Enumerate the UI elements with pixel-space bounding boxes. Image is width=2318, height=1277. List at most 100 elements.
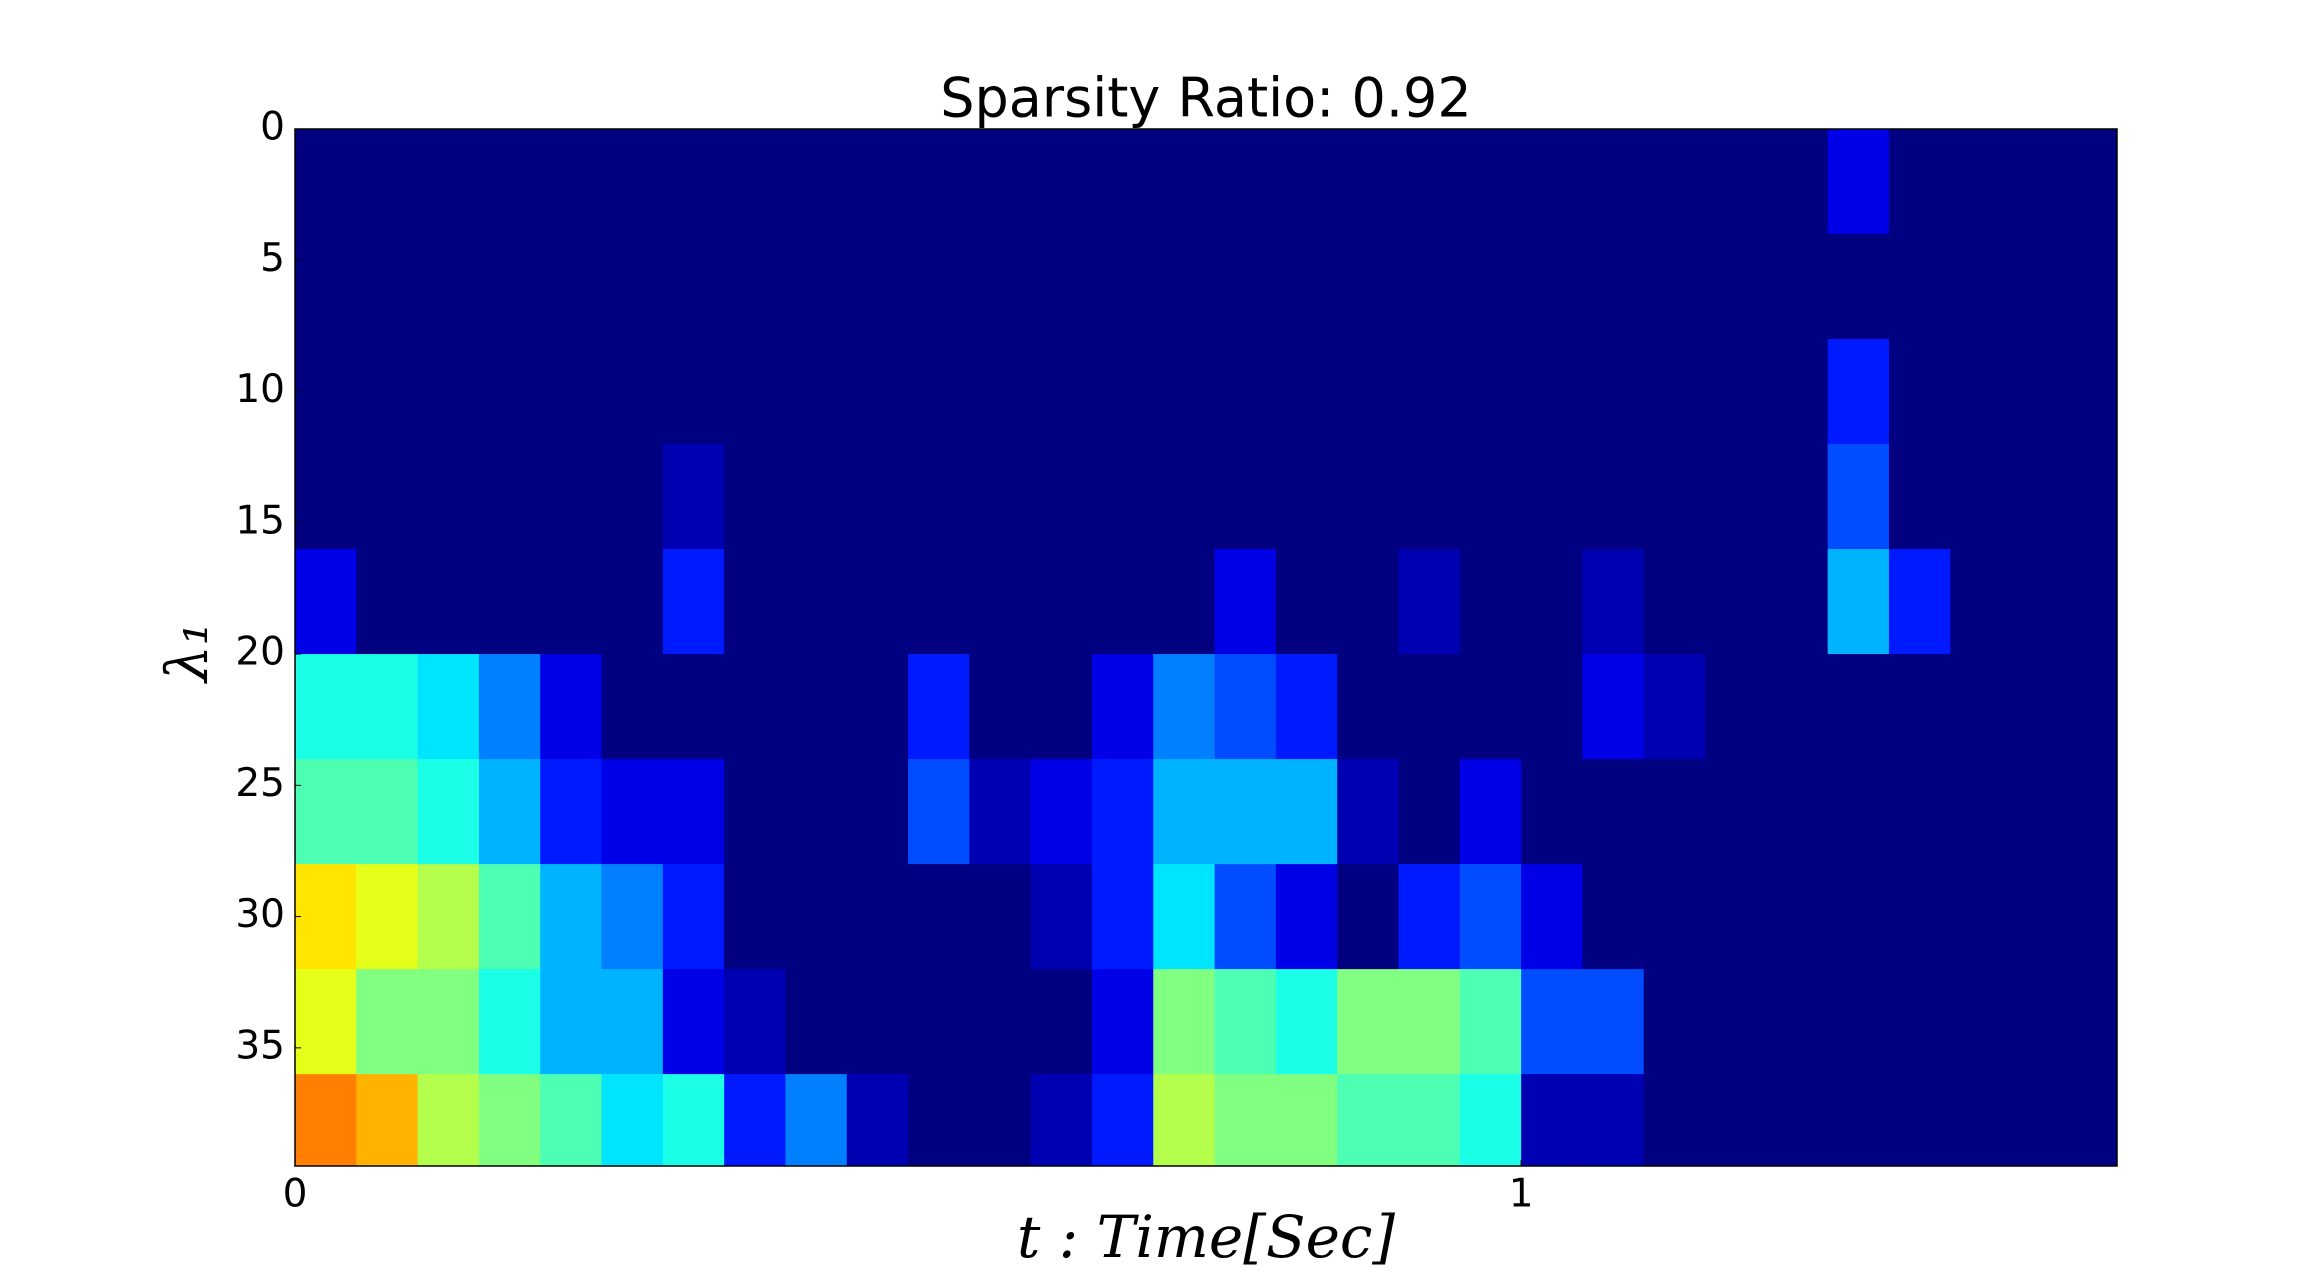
heatmap-cell: [662, 969, 725, 1075]
heatmap-cell: [1582, 759, 1645, 865]
heatmap-cell: [356, 129, 419, 235]
heatmap-cell: [1705, 234, 1767, 340]
heatmap-cell: [1030, 339, 1093, 445]
heatmap-cell: [908, 444, 970, 550]
heatmap-cell: [1275, 969, 1338, 1075]
heatmap-cell: [662, 444, 725, 550]
heatmap-cell: [1153, 969, 1216, 1075]
heatmap-cell: [1643, 654, 1706, 760]
heatmap-cell: [1521, 549, 1583, 655]
heatmap-cell: [295, 1074, 357, 1167]
heatmap-cell: [1337, 1074, 1399, 1167]
heatmap-cell: [969, 759, 1032, 865]
heatmap-cell: [2072, 654, 2118, 760]
heatmap-cell: [662, 1074, 725, 1167]
heatmap-cell: [1153, 759, 1216, 865]
heatmap-cell: [1214, 339, 1277, 445]
heatmap-cell: [356, 444, 419, 550]
heatmap-cell: [295, 234, 357, 340]
heatmap-cell: [540, 129, 603, 235]
heatmap-cell: [1398, 1074, 1461, 1167]
heatmap-cell: [1153, 234, 1216, 340]
heatmap-cell: [846, 1074, 909, 1167]
heatmap-cell: [1521, 654, 1583, 760]
heatmap-cell: [724, 864, 786, 970]
heatmap-cell: [785, 129, 848, 235]
heatmap-cell: [417, 339, 480, 445]
heatmap-cell: [785, 1074, 848, 1167]
heatmap-cell: [601, 1074, 664, 1167]
heatmap-cell: [785, 549, 848, 655]
heatmap-cell: [1398, 969, 1461, 1075]
heatmap-cell: [1459, 1074, 1522, 1167]
heatmap-cell: [1888, 654, 1951, 760]
heatmap-cell: [1398, 654, 1461, 760]
heatmap-cell: [908, 129, 970, 235]
heatmap-cell: [2011, 969, 2074, 1075]
heatmap-cell: [1827, 864, 1890, 970]
heatmap-cell: [1275, 759, 1338, 865]
heatmap-cell: [1214, 549, 1277, 655]
heatmap-cell: [356, 234, 419, 340]
heatmap-cell: [1705, 339, 1767, 445]
y-tick-label: 30: [235, 892, 285, 937]
heatmap-cell: [908, 549, 970, 655]
heatmap-cell: [1153, 129, 1216, 235]
heatmap-cell: [1091, 759, 1154, 865]
heatmap-cell: [1153, 549, 1216, 655]
heatmap-cell: [1091, 444, 1154, 550]
heatmap-cell: [1275, 549, 1338, 655]
heatmap-cell: [1950, 969, 2013, 1075]
heatmap-cell: [540, 549, 603, 655]
heatmap-cell: [1766, 759, 1829, 865]
heatmap-cell: [295, 339, 357, 445]
heatmap-cell: [724, 549, 786, 655]
heatmap-cell: [1643, 1074, 1706, 1167]
heatmap-cell: [908, 234, 970, 340]
heatmap-cell: [1643, 339, 1706, 445]
heatmap-cell: [1888, 549, 1951, 655]
heatmap-cell: [1950, 339, 2013, 445]
heatmap-cell: [295, 864, 357, 970]
heatmap-cell: [1091, 549, 1154, 655]
heatmap-cell: [601, 339, 664, 445]
heatmap-cell: [1337, 864, 1399, 970]
heatmap-cell: [908, 654, 970, 760]
heatmap-cell: [478, 339, 541, 445]
chart-title: Sparsity Ratio: 0.92: [940, 67, 1472, 130]
heatmap-cell: [1337, 549, 1399, 655]
heatmap-cell: [601, 654, 664, 760]
heatmap-cell: [356, 969, 419, 1075]
heatmap-cell: [295, 129, 357, 235]
heatmap-cell: [1030, 234, 1093, 340]
heatmap-cell: [1030, 864, 1093, 970]
heatmap-cell: [1766, 444, 1829, 550]
heatmap-cell: [1766, 654, 1829, 760]
heatmap-cell: [969, 549, 1032, 655]
heatmap-cell: [1214, 1074, 1277, 1167]
heatmap-cell: [724, 339, 786, 445]
heatmap-cell: [969, 444, 1032, 550]
heatmap-cell: [1582, 864, 1645, 970]
heatmap-cell: [1214, 654, 1277, 760]
heatmap-cell: [1827, 129, 1890, 235]
heatmap-cell: [1827, 1074, 1890, 1167]
heatmap-cell: [1214, 129, 1277, 235]
heatmap-cell: [662, 234, 725, 340]
heatmap-cell: [1459, 339, 1522, 445]
heatmap-cell: [1582, 444, 1645, 550]
heatmap-cell: [1337, 759, 1399, 865]
y-tick-label: 20: [235, 630, 285, 675]
heatmap-cell: [662, 654, 725, 760]
heatmap-cell: [2011, 1074, 2074, 1167]
heatmap-cell: [785, 339, 848, 445]
heatmap-cell: [1459, 864, 1522, 970]
heatmap-cell: [1153, 339, 1216, 445]
heatmap-cell: [1643, 864, 1706, 970]
heatmap-cell: [908, 969, 970, 1075]
heatmap-cell: [2072, 864, 2118, 970]
heatmap-cell: [1091, 339, 1154, 445]
heatmap-cell: [908, 759, 970, 865]
heatmap-cell: [785, 444, 848, 550]
